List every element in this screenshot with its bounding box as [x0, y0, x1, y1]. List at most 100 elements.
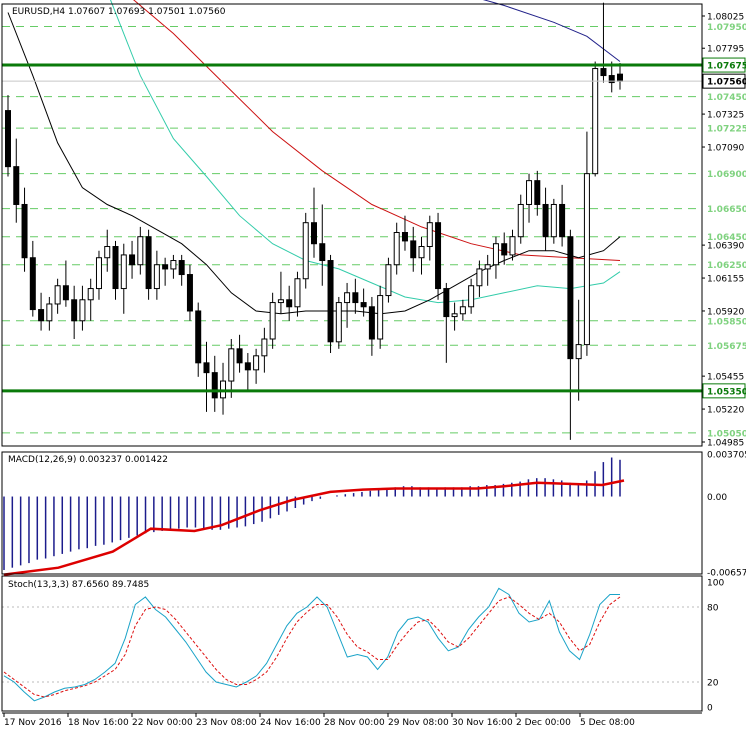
macd-header: MACD(12,26,9) 0.003237 0.001422 — [8, 455, 168, 465]
candle — [244, 353, 251, 391]
price-tick-label: 1.07795 — [707, 45, 744, 55]
candle-body — [426, 222, 433, 248]
candle — [29, 240, 36, 317]
panel-frames — [1, 3, 703, 714]
dashed-level-label: 1.06650 — [707, 205, 746, 215]
candle-body — [435, 222, 442, 290]
candle — [426, 215, 433, 261]
candle — [195, 302, 202, 377]
candle-body — [211, 372, 218, 399]
candle-body — [418, 246, 425, 259]
current-price-label-bg — [702, 73, 746, 89]
candle — [112, 240, 119, 300]
key-level-label: 1.05350 — [707, 387, 746, 397]
dashed-level-label-bg — [703, 167, 745, 180]
macd-frame — [1, 451, 703, 575]
stoch-panel[interactable]: 100 80 20 0 17 Nov 2016 18 Nov 16:00 22 Nov 00… — [2, 579, 724, 729]
candle-body — [410, 240, 417, 259]
candle-body — [451, 313, 458, 318]
dashed-level-label: 1.07950 — [707, 23, 746, 33]
candle — [54, 278, 61, 314]
candle-body — [112, 246, 119, 290]
candle-body — [509, 236, 516, 256]
candle — [526, 173, 533, 223]
candle-body — [617, 73, 623, 82]
candle — [327, 254, 334, 354]
candle — [567, 229, 574, 440]
dashed-level-label-bg — [703, 339, 745, 352]
candle-body — [501, 243, 508, 256]
time-tick-label: 18 Nov 16:00 — [68, 718, 129, 728]
price-tick-label: 1.08025 — [707, 13, 744, 23]
price-tick-label: 1.04985 — [707, 439, 744, 449]
candle-body — [95, 257, 102, 290]
macd-tick-label: -0.006576 — [707, 569, 746, 579]
candle — [178, 254, 185, 286]
candle-body — [269, 302, 276, 340]
dashed-level-label: 1.05675 — [707, 342, 746, 352]
dashed-level-label: 1.06900 — [707, 170, 746, 180]
candle-body — [575, 344, 582, 360]
candle — [5, 95, 11, 177]
candle-body — [352, 292, 359, 304]
time-tick-label: 2 Dec 00:00 — [516, 718, 571, 728]
candle — [203, 341, 210, 412]
candle — [129, 240, 136, 279]
candle — [95, 250, 102, 300]
candle — [468, 278, 475, 314]
candle — [145, 229, 152, 300]
time-tick-label: 24 Nov 16:00 — [260, 718, 321, 728]
candle — [352, 278, 359, 314]
candle — [377, 285, 384, 349]
candle — [211, 355, 218, 412]
candle-body — [608, 75, 615, 84]
candle-body — [550, 203, 557, 238]
macd-panel[interactable]: 0.003705 0.00 -0.006576 — [3, 451, 746, 579]
candle — [236, 334, 243, 373]
candle — [517, 194, 524, 244]
candle — [228, 339, 235, 398]
price-tick-label: 1.06155 — [707, 275, 744, 285]
candle-body — [393, 232, 400, 266]
candle — [277, 271, 284, 314]
stoch-tick-label: 20 — [707, 679, 719, 689]
price-panel[interactable]: 1.07950 1.07450 1.07225 1.06900 1.06650 1.064… — [2, 0, 746, 449]
candle — [120, 243, 127, 314]
candle-body — [443, 288, 450, 318]
candle-body — [261, 338, 268, 357]
dashed-level-label-bg — [703, 314, 745, 327]
candle — [542, 187, 549, 251]
candle — [583, 131, 590, 356]
moving-average-line-blue — [482, 0, 621, 62]
candle — [501, 232, 508, 265]
candle — [21, 187, 28, 272]
candle-body — [600, 68, 607, 77]
dashed-level-label-bg — [703, 258, 745, 271]
dashed-level-label-bg — [703, 90, 745, 103]
candle — [302, 212, 309, 289]
candle — [261, 327, 268, 373]
dashed-level-label-bg — [703, 230, 745, 243]
candle-body — [145, 236, 152, 290]
time-tick-label: 23 Nov 08:00 — [196, 718, 257, 728]
candle — [311, 187, 317, 258]
candle-body — [534, 180, 541, 205]
candle — [617, 62, 623, 90]
candle-body — [294, 278, 301, 308]
candle-body — [377, 295, 384, 340]
dashed-level-label: 1.05850 — [707, 317, 746, 327]
candle — [87, 278, 94, 321]
time-tick-label: 30 Nov 16:00 — [452, 718, 513, 728]
stoch-signal-line — [3, 596, 621, 698]
dashed-level-label: 1.06250 — [707, 261, 746, 271]
candle — [162, 257, 169, 286]
candle-body — [46, 303, 53, 322]
candle — [153, 250, 160, 300]
price-frame — [1, 3, 703, 447]
symbol-header: EURUSD,H4 1.07607 1.07693 1.07501 1.0756… — [12, 7, 226, 17]
candle-body — [54, 285, 61, 305]
candle-body — [195, 310, 202, 364]
stoch-tick-label: 80 — [707, 604, 719, 614]
candle-body — [21, 203, 28, 259]
candle-body — [203, 362, 210, 374]
